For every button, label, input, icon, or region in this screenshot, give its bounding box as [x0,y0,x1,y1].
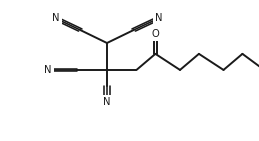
Text: N: N [103,97,111,107]
Text: O: O [152,29,159,39]
Text: N: N [44,65,52,75]
Text: N: N [52,13,59,23]
Text: N: N [155,13,162,23]
